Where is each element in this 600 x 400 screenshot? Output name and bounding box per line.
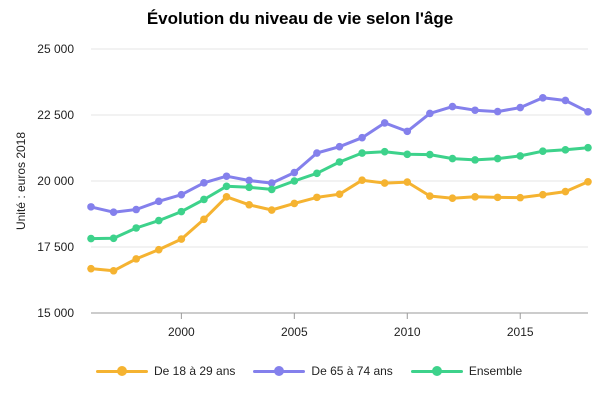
data-point	[448, 102, 457, 111]
data-point	[245, 200, 253, 209]
data-point	[380, 147, 389, 156]
data-point	[426, 109, 434, 118]
y-tick-label: 15 000	[37, 306, 74, 320]
data-point	[313, 193, 321, 202]
data-point	[493, 193, 502, 202]
legend-item[interactable]: De 65 à 74 ans	[253, 364, 393, 378]
data-point	[132, 224, 140, 232]
data-point	[154, 216, 163, 225]
data-point	[584, 143, 592, 152]
data-point	[335, 142, 344, 151]
data-point	[516, 103, 525, 112]
data-point	[313, 169, 321, 178]
x-tick-label: 2005	[281, 325, 308, 339]
data-point	[245, 183, 253, 192]
data-point	[426, 150, 434, 159]
data-point	[516, 152, 525, 160]
data-point	[380, 179, 389, 187]
series-1	[87, 176, 592, 275]
data-point	[267, 179, 276, 187]
data-point	[448, 194, 457, 202]
data-point	[109, 266, 118, 275]
legend-swatch	[96, 365, 148, 377]
data-point	[177, 190, 186, 199]
data-point	[426, 192, 434, 200]
data-point	[267, 206, 276, 214]
data-point	[561, 96, 570, 105]
legend-swatch	[410, 365, 463, 377]
data-point	[200, 195, 208, 204]
x-tick-labels: 2000 2005 2010 2015	[168, 313, 534, 339]
data-point	[584, 108, 592, 116]
data-point	[471, 106, 479, 115]
grid-lines	[91, 48, 588, 314]
x-tick-label: 2000	[168, 325, 195, 339]
y-tick-labels: 15 000 17 500 20 000 22 500 25 000	[37, 42, 74, 320]
legend-label: De 18 à 29 ans	[154, 364, 236, 378]
data-point	[245, 176, 253, 185]
legend-item[interactable]: Ensemble	[410, 364, 523, 378]
y-tick-label: 22 500	[37, 108, 74, 122]
data-point	[267, 185, 276, 194]
data-point	[222, 172, 231, 181]
data-point	[516, 193, 525, 202]
data-point	[403, 127, 412, 136]
chart-title: Évolution du niveau de vie selon l'âge	[147, 9, 453, 28]
data-point	[380, 119, 389, 127]
data-point	[132, 255, 140, 263]
data-point	[471, 156, 479, 164]
data-point	[539, 94, 547, 102]
legend-label: De 65 à 74 ans	[311, 364, 393, 378]
data-point	[313, 149, 321, 157]
data-point	[109, 208, 118, 216]
data-point	[539, 147, 547, 155]
data-point	[561, 187, 570, 196]
legend-item[interactable]: De 18 à 29 ans	[96, 364, 235, 378]
chart-legend: De 18 à 29 ans De 65 à 74 ans Ensemble	[0, 360, 600, 382]
data-point	[403, 150, 412, 159]
data-point	[335, 158, 344, 166]
series-lines	[87, 94, 592, 275]
data-point	[403, 178, 412, 186]
y-tick-label: 20 000	[37, 174, 74, 188]
data-point	[87, 234, 95, 243]
data-point	[109, 234, 118, 243]
data-point	[87, 203, 95, 211]
data-point	[154, 245, 163, 254]
data-point	[87, 264, 95, 273]
data-point	[539, 190, 547, 199]
data-point	[358, 149, 366, 157]
y-tick-label: 17 500	[37, 240, 74, 254]
data-point	[493, 107, 502, 116]
data-point	[471, 193, 479, 201]
data-point	[584, 177, 592, 186]
data-point	[200, 179, 208, 187]
data-point	[290, 177, 299, 185]
data-point	[132, 205, 140, 214]
data-point	[290, 168, 299, 177]
data-point	[358, 176, 366, 185]
y-axis-label: Unité : euros 2018	[14, 132, 28, 230]
data-point	[222, 182, 231, 191]
series-3	[87, 143, 592, 243]
data-point	[222, 193, 231, 201]
data-point	[177, 207, 186, 216]
data-point	[290, 199, 299, 208]
data-point	[561, 146, 570, 154]
x-tick-label: 2015	[507, 325, 534, 339]
series-2	[87, 94, 592, 216]
x-tick-label: 2010	[394, 325, 421, 339]
data-point	[493, 154, 502, 163]
legend-swatch	[253, 365, 306, 377]
data-point	[154, 197, 163, 206]
data-point	[200, 215, 208, 224]
data-point	[177, 235, 186, 243]
data-point	[358, 133, 366, 142]
data-point	[448, 154, 457, 163]
y-tick-label: 25 000	[37, 42, 74, 56]
data-point	[335, 190, 344, 198]
legend-label: Ensemble	[468, 364, 523, 378]
